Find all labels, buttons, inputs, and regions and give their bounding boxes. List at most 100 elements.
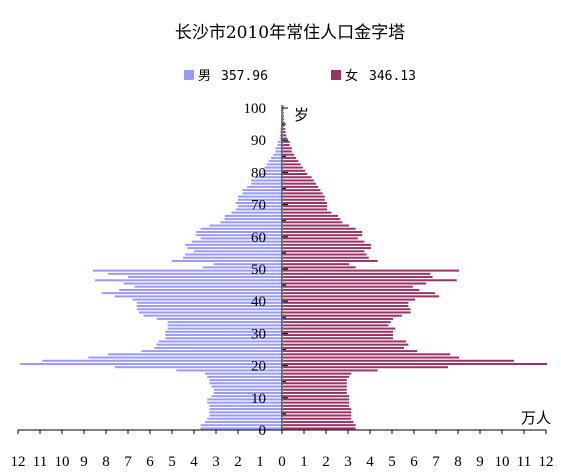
female-bar-age-94	[283, 124, 285, 127]
male-bar-age-15	[209, 379, 282, 382]
male-bar-age-89	[277, 140, 282, 143]
male-bar-age-2	[205, 420, 282, 423]
male-bar-age-90	[279, 137, 282, 140]
x-tick-label: 6	[146, 454, 154, 470]
x-tick-label: 8	[102, 454, 110, 470]
male-bar-age-19	[114, 366, 282, 369]
x-tick-label: 10	[495, 454, 510, 470]
female-bar-age-50	[283, 266, 356, 269]
male-bar-age-30	[165, 330, 282, 333]
chart-title: 长沙市2010年常住人口金字塔	[175, 23, 405, 43]
female-bar-age-29	[283, 334, 393, 337]
male-bar-age-40	[132, 298, 282, 301]
female-bar-age-67	[283, 211, 332, 214]
female-bar-age-23	[283, 353, 451, 356]
female-bar-age-71	[283, 198, 325, 201]
female-bar-age-0	[283, 427, 356, 430]
female-bar-age-61	[283, 230, 363, 233]
male-bar-age-0	[200, 427, 282, 430]
x-tick-label: 10	[55, 454, 70, 470]
x-tick-label: 11	[33, 454, 47, 470]
male-bar-age-16	[207, 375, 282, 378]
female-bar-age-99	[283, 108, 284, 111]
female-bar-age-14	[283, 382, 347, 385]
male-bar-age-47	[128, 276, 282, 279]
legend-label-male: 男	[198, 69, 211, 84]
x-unit-label: 万人	[521, 409, 551, 427]
legend-total-female: 346.13	[369, 69, 416, 84]
female-bar-age-48	[283, 272, 431, 275]
female-bar-age-72	[283, 195, 325, 198]
male-bar-age-28	[165, 337, 282, 340]
x-tick-label: 2	[322, 454, 330, 470]
male-bar-age-43	[119, 288, 282, 291]
male-bar-age-56	[187, 247, 282, 250]
male-bar-age-13	[211, 385, 282, 388]
male-bar-age-52	[172, 259, 282, 262]
male-bar-age-69	[238, 205, 282, 208]
y-tick-label: 50	[251, 262, 266, 278]
female-bar-age-96	[283, 118, 285, 121]
female-bar-age-55	[283, 250, 365, 253]
male-bar-age-10	[211, 395, 282, 398]
male-bar-age-51	[213, 263, 282, 266]
y-tick-label: 20	[251, 359, 266, 375]
female-bar-age-44	[283, 285, 413, 288]
female-bar-age-16	[283, 375, 349, 378]
male-bar-age-17	[205, 372, 282, 375]
male-bar-age-58	[191, 240, 282, 243]
male-bar-age-63	[209, 224, 282, 227]
male-bar-age-11	[213, 391, 282, 394]
female-bar-age-75	[283, 185, 319, 188]
x-tick-label: 0	[278, 454, 286, 470]
x-tick-labels: 12 11 10 9 8 7 6 5 4 3 2 1 0 1 2 3 4 5 6 7 8 9 10 11 12	[11, 454, 554, 470]
female-bar-age-49	[283, 269, 459, 272]
female-bar-age-18	[283, 369, 378, 372]
female-bar-age-21	[283, 359, 514, 362]
male-bar-age-86	[275, 150, 282, 153]
female-bar-age-31	[283, 327, 396, 330]
male-bar-age-34	[156, 317, 282, 320]
female-bar-age-25	[283, 346, 404, 349]
x-tick-label: 1	[300, 454, 308, 470]
male-bar-age-27	[158, 340, 282, 343]
female-bar-age-58	[283, 240, 365, 243]
x-tick-label: 12	[539, 454, 554, 470]
male-bar-age-93	[280, 127, 282, 130]
x-tick-label: 3	[344, 454, 352, 470]
male-bar-age-72	[238, 195, 282, 198]
female-bar-age-4	[283, 414, 352, 417]
male-bar-age-76	[251, 182, 282, 185]
x-tick-label: 7	[124, 454, 132, 470]
y-tick-label: 60	[251, 230, 266, 246]
female-bar-age-17	[283, 372, 352, 375]
male-bar-age-18	[176, 369, 282, 372]
male-bar-age-59	[200, 237, 282, 240]
male-bar-age-14	[209, 382, 282, 385]
legend-total-male: 357.96	[221, 69, 268, 84]
male-bar-age-48	[108, 272, 282, 275]
female-bar-age-81	[283, 166, 303, 169]
male-bar-age-61	[196, 230, 282, 233]
female-bar-age-13	[283, 385, 347, 388]
female-bar-age-60	[283, 234, 363, 237]
male-bar-age-5	[209, 411, 282, 414]
x-tick-label: 3	[212, 454, 220, 470]
male-bar-age-84	[271, 156, 282, 159]
female-bar-age-37	[283, 308, 411, 311]
female-bar-age-38	[283, 305, 409, 308]
male-bar-age-74	[242, 189, 282, 192]
female-bar-age-57	[283, 243, 371, 246]
female-bar-age-80	[283, 169, 305, 172]
female-bar-age-93	[283, 127, 286, 130]
x-tick-label: 9	[80, 454, 88, 470]
female-bar-age-52	[283, 259, 378, 262]
male-bar-age-62	[200, 227, 282, 230]
male-bar-age-66	[224, 214, 282, 217]
female-bar-age-92	[283, 131, 286, 134]
male-bar-age-24	[141, 350, 282, 353]
male-bars	[20, 105, 283, 430]
male-bar-age-82	[266, 163, 282, 166]
